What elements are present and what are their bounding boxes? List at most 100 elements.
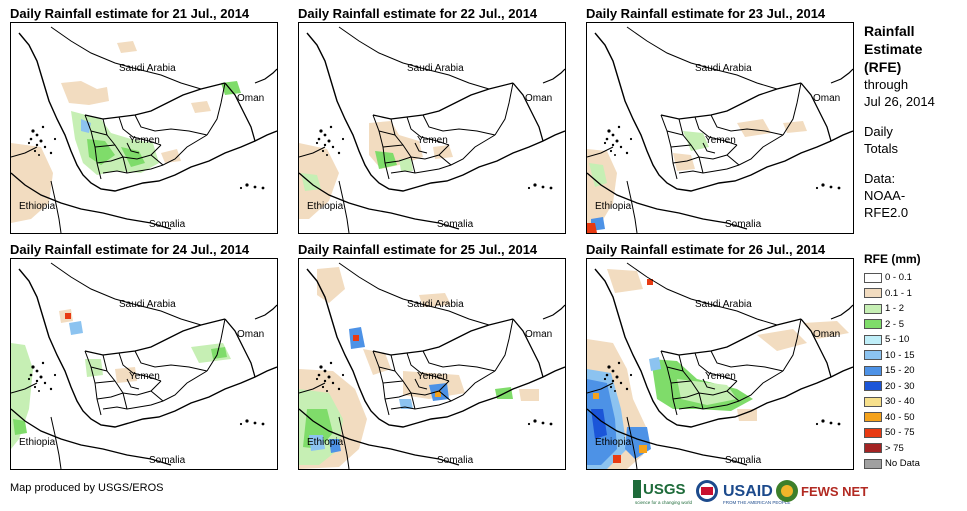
rfe-title-line: Estimate	[864, 41, 923, 57]
legend-label: 30 - 40	[885, 396, 915, 408]
label-somalia: Somalia	[725, 219, 762, 230]
label-saudi-arabia: Saudi Arabia	[695, 63, 752, 74]
panel-title: Daily Rainfall estimate for 25 Jul., 201…	[298, 242, 538, 257]
rfe-title-line: Rainfall	[864, 23, 915, 39]
legend-label: 5 - 10	[885, 334, 910, 346]
usgs-tagline: science for a changing world	[635, 500, 693, 505]
legend-item: 30 - 40	[864, 394, 964, 410]
panel-title: Daily Rainfall estimate for 22 Jul., 201…	[298, 6, 538, 21]
legend-item: 10 - 15	[864, 348, 964, 364]
legend-item: 40 - 50	[864, 410, 964, 426]
panel-title: Daily Rainfall estimate for 23 Jul., 201…	[586, 6, 826, 21]
totals-text: Totals	[864, 141, 898, 156]
legend-swatch	[864, 365, 882, 376]
legend-item: > 75	[864, 441, 964, 457]
legend-label: 20 - 30	[885, 380, 915, 392]
sidebar-info: Rainfall Estimate (RFE) through Jul 26, …	[864, 22, 964, 221]
legend-item: No Data	[864, 456, 964, 472]
usaid-logo: USAID FROM THE AMERICAN PEOPLE	[696, 480, 790, 505]
label-saudi-arabia: Saudi Arabia	[695, 299, 752, 310]
legend-label: 15 - 20	[885, 365, 915, 377]
map-frame: Saudi Arabia Oman Yemen Ethiopia Somalia	[298, 22, 566, 234]
label-somalia: Somalia	[149, 455, 186, 466]
label-oman: Oman	[237, 329, 265, 340]
through-text: through	[864, 77, 909, 92]
label-oman: Oman	[237, 93, 265, 104]
label-ethiopia: Ethiopia	[307, 201, 344, 212]
label-saudi-arabia: Saudi Arabia	[119, 63, 176, 74]
legend-swatch	[864, 288, 882, 299]
legend-swatch	[864, 350, 882, 361]
legend-item: 2 - 5	[864, 317, 964, 333]
data-source-text: Data:	[864, 171, 896, 186]
totals-text: Daily	[864, 124, 893, 139]
legend-swatch	[864, 334, 882, 345]
map-credit: Map produced by USGS/EROS	[10, 482, 164, 494]
label-somalia: Somalia	[725, 455, 762, 466]
label-somalia: Somalia	[437, 455, 474, 466]
legend-label: > 75	[885, 442, 904, 454]
rfe-title-line: (RFE)	[864, 59, 902, 75]
panel-title: Daily Rainfall estimate for 26 Jul., 201…	[586, 242, 826, 257]
legend-swatch	[864, 319, 882, 330]
fewsnet-logo-text: FEWS NET	[801, 484, 868, 499]
legend-item: 0 - 0.1	[864, 270, 964, 286]
label-yemen: Yemen	[705, 371, 736, 382]
legend-swatch	[864, 412, 882, 423]
legend-item: 1 - 2	[864, 301, 964, 317]
legend-label: 10 - 15	[885, 349, 915, 361]
legend-item: 0.1 - 1	[864, 286, 964, 302]
map-frame: Saudi Arabia Oman Yemen Ethiopia Somalia	[10, 22, 278, 234]
label-oman: Oman	[813, 329, 841, 340]
usaid-tagline: FROM THE AMERICAN PEOPLE	[723, 500, 790, 505]
fewsnet-logo: FEWS NET	[776, 480, 868, 502]
label-ethiopia: Ethiopia	[307, 437, 344, 448]
label-ethiopia: Ethiopia	[19, 201, 56, 212]
legend-label: No Data	[885, 458, 920, 470]
label-somalia: Somalia	[149, 219, 186, 230]
map-frame: Saudi Arabia Oman Yemen Ethiopia Somalia	[298, 258, 566, 470]
legend-label: 0.1 - 1	[885, 287, 912, 299]
label-yemen: Yemen	[705, 135, 736, 146]
map-frame: Saudi Arabia Oman Yemen Ethiopia Somalia	[586, 22, 854, 234]
legend-swatch	[864, 427, 882, 438]
rfe-legend: RFE (mm) 0 - 0.1 0.1 - 1 1 - 2 2 - 5 5 - 10 1…	[864, 252, 964, 472]
legend-label: 40 - 50	[885, 411, 915, 423]
legend-label: 50 - 75	[885, 427, 915, 439]
legend-rows: 0 - 0.1 0.1 - 1 1 - 2 2 - 5 5 - 10 10 - 15 15 …	[864, 270, 964, 472]
usaid-logo-text: USAID	[723, 483, 773, 500]
usgs-logo: USGS science for a changing world	[633, 480, 693, 505]
label-yemen: Yemen	[129, 371, 160, 382]
legend-swatch	[864, 381, 882, 392]
legend-item: 20 - 30	[864, 379, 964, 395]
through-date: Jul 26, 2014	[864, 94, 935, 109]
label-yemen: Yemen	[129, 135, 160, 146]
label-saudi-arabia: Saudi Arabia	[407, 299, 464, 310]
usgs-logo-text: USGS	[643, 481, 686, 498]
legend-item: 5 - 10	[864, 332, 964, 348]
label-oman: Oman	[525, 329, 553, 340]
panel-title: Daily Rainfall estimate for 24 Jul., 201…	[10, 242, 250, 257]
label-yemen: Yemen	[417, 135, 448, 146]
map-frame: Saudi Arabia Oman Yemen Ethiopia Somalia	[10, 258, 278, 470]
label-oman: Oman	[525, 93, 553, 104]
label-oman: Oman	[813, 93, 841, 104]
legend-label: 0 - 0.1	[885, 272, 912, 284]
logo-strip: USGS science for a changing world USAID …	[633, 476, 963, 506]
label-yemen: Yemen	[417, 371, 448, 382]
label-saudi-arabia: Saudi Arabia	[119, 299, 176, 310]
label-ethiopia: Ethiopia	[19, 437, 56, 448]
legend-swatch	[864, 443, 882, 454]
panel-title: Daily Rainfall estimate for 21 Jul., 201…	[10, 6, 250, 21]
legend-item: 50 - 75	[864, 425, 964, 441]
data-source-text: RFE2.0	[864, 205, 909, 220]
legend-swatch	[864, 458, 882, 469]
label-ethiopia: Ethiopia	[595, 437, 632, 448]
legend-item: 15 - 20	[864, 363, 964, 379]
data-source-text: NOAA-	[864, 188, 906, 203]
legend-label: 1 - 2	[885, 303, 905, 315]
label-saudi-arabia: Saudi Arabia	[407, 63, 464, 74]
map-frame: Saudi Arabia Oman Yemen Ethiopia Somalia	[586, 258, 854, 470]
legend-label: 2 - 5	[885, 318, 905, 330]
legend-swatch	[864, 396, 882, 407]
